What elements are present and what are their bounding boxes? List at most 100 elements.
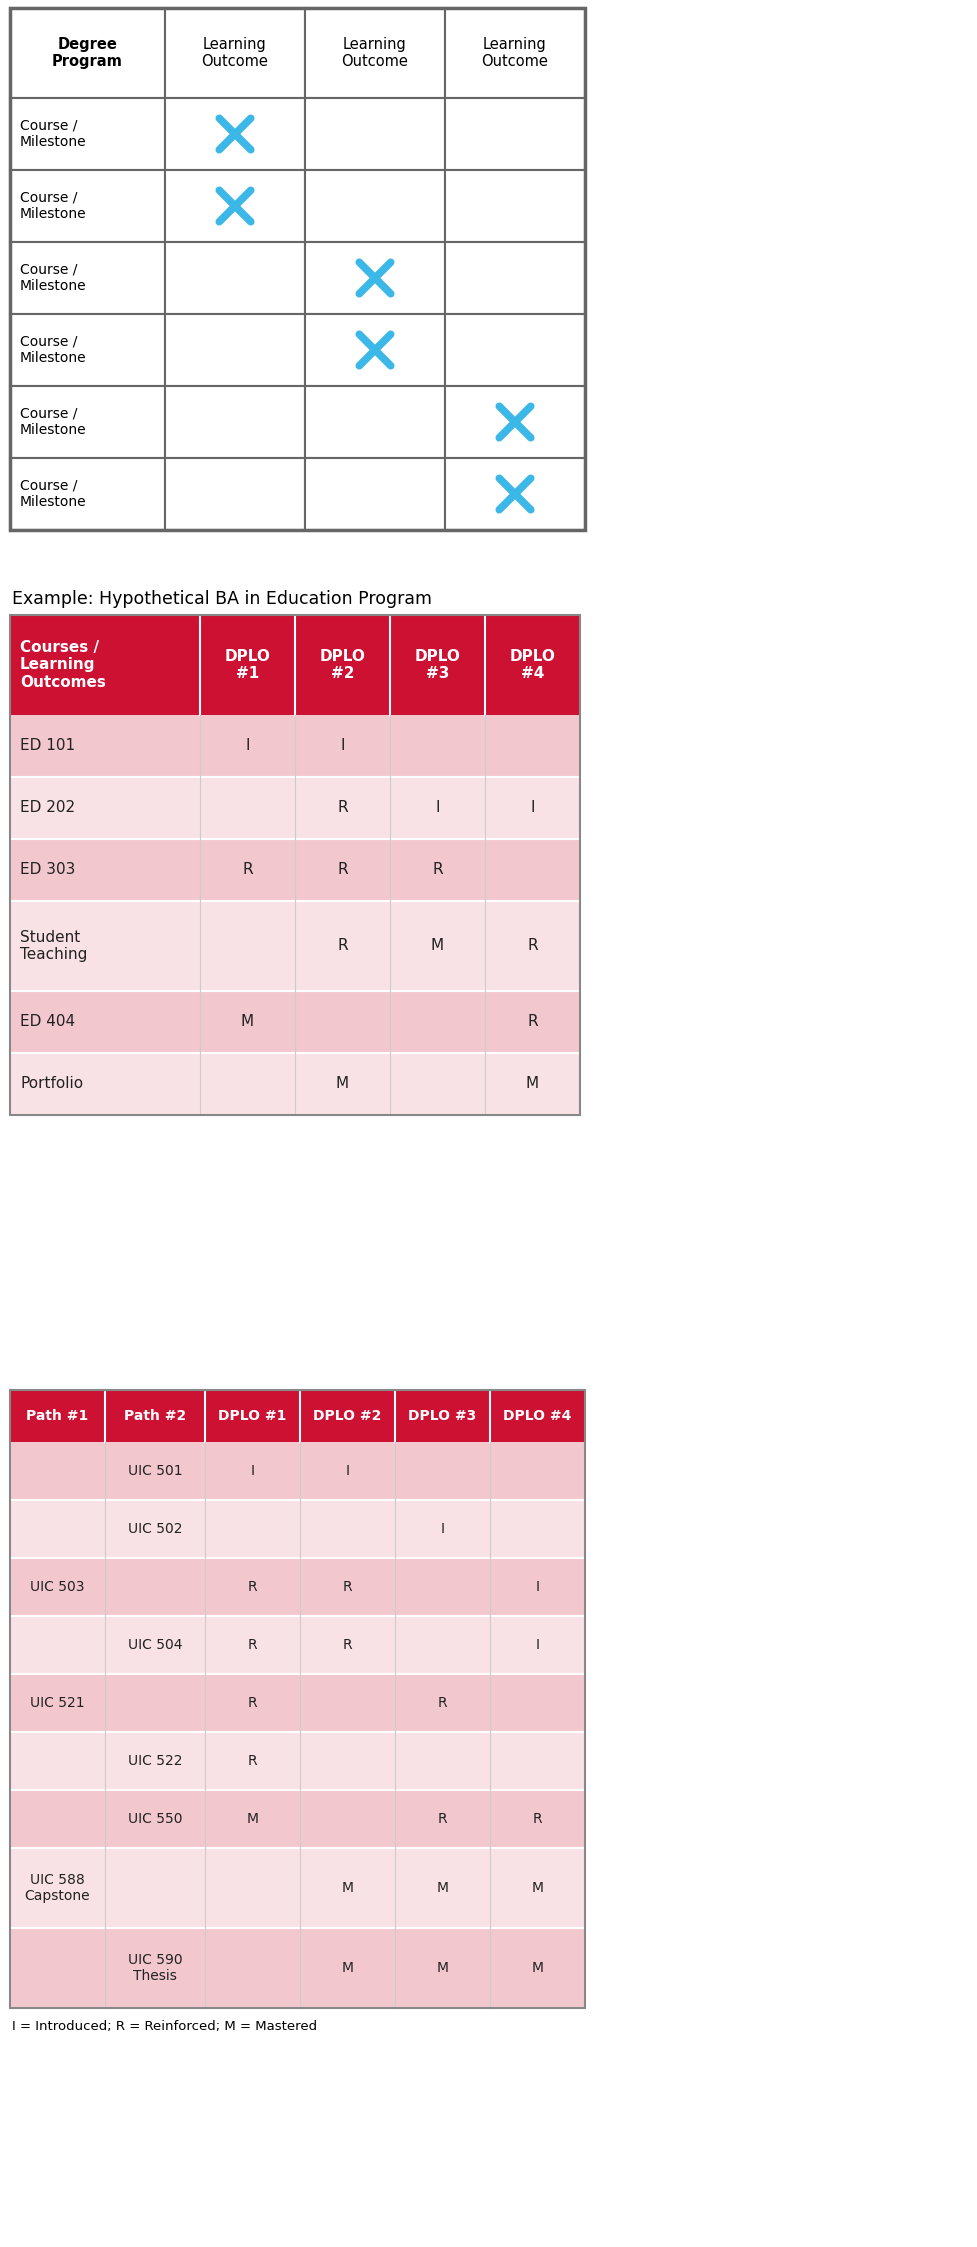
Bar — [10, 99, 165, 171]
Bar — [10, 777, 579, 838]
Text: UIC 588
Capstone: UIC 588 Capstone — [24, 1874, 90, 1903]
Text: Path #2: Path #2 — [124, 1409, 186, 1422]
Text: M: M — [246, 1811, 258, 1827]
Bar — [10, 838, 579, 901]
Bar — [10, 1616, 584, 1674]
Text: I: I — [340, 739, 345, 753]
Text: DPLO #2: DPLO #2 — [313, 1409, 381, 1422]
Text: I: I — [245, 739, 249, 753]
Text: Degree
Program: Degree Program — [52, 36, 123, 70]
Bar — [165, 458, 305, 530]
Text: M: M — [436, 1962, 448, 1975]
Text: R: R — [247, 1696, 257, 1710]
Text: R: R — [247, 1638, 257, 1652]
Bar — [445, 315, 584, 386]
Bar — [445, 458, 584, 530]
Text: UIC 590
Thesis: UIC 590 Thesis — [128, 1953, 182, 1984]
Text: DPLO
#1: DPLO #1 — [225, 649, 271, 681]
Text: Course /
Milestone: Course / Milestone — [20, 119, 87, 148]
Text: R: R — [342, 1638, 352, 1652]
Text: Course /
Milestone: Course / Milestone — [20, 335, 87, 364]
Bar — [10, 991, 579, 1054]
Bar — [305, 9, 445, 99]
Text: I: I — [535, 1580, 539, 1593]
Text: Example: Hypothetical BA in Education Program: Example: Hypothetical BA in Education Pr… — [12, 591, 432, 609]
Bar — [165, 171, 305, 243]
Text: DPLO
#2: DPLO #2 — [319, 649, 365, 681]
Bar — [10, 1732, 584, 1791]
Bar — [445, 99, 584, 171]
Text: R: R — [342, 1580, 352, 1593]
Text: R: R — [337, 863, 348, 879]
Text: DPLO #4: DPLO #4 — [503, 1409, 572, 1422]
Text: UIC 504: UIC 504 — [128, 1638, 182, 1652]
Bar — [10, 1557, 584, 1616]
Text: Course /
Milestone: Course / Milestone — [20, 191, 87, 220]
Bar — [10, 386, 165, 458]
Text: M: M — [341, 1962, 353, 1975]
Bar — [10, 1443, 584, 1501]
Text: R: R — [527, 1013, 537, 1029]
Bar — [10, 9, 165, 99]
Text: UIC 521: UIC 521 — [30, 1696, 85, 1710]
Bar — [165, 315, 305, 386]
Bar — [445, 243, 584, 315]
Text: R: R — [247, 1580, 257, 1593]
Bar — [305, 243, 445, 315]
Text: M: M — [335, 1076, 349, 1092]
Bar — [10, 1847, 584, 1928]
Text: ED 101: ED 101 — [20, 739, 75, 753]
Text: M: M — [431, 939, 444, 953]
Bar — [10, 1391, 584, 1443]
Bar — [10, 171, 165, 243]
Bar — [10, 1791, 584, 1847]
Text: R: R — [337, 800, 348, 816]
Text: Student
Teaching: Student Teaching — [20, 930, 87, 962]
Bar — [10, 1674, 584, 1732]
Text: UIC 502: UIC 502 — [128, 1521, 182, 1537]
Text: R: R — [242, 863, 252, 879]
Bar — [445, 171, 584, 243]
Text: R: R — [532, 1811, 542, 1827]
Text: UIC 501: UIC 501 — [128, 1465, 182, 1479]
Bar — [10, 1501, 584, 1557]
Text: DPLO #3: DPLO #3 — [408, 1409, 476, 1422]
Text: Path #1: Path #1 — [26, 1409, 89, 1422]
Bar — [10, 1928, 584, 2009]
Text: Learning
Outcome: Learning Outcome — [481, 36, 548, 70]
Text: M: M — [341, 1881, 353, 1894]
Bar — [445, 386, 584, 458]
Bar — [305, 386, 445, 458]
Text: ED 202: ED 202 — [20, 800, 75, 816]
Bar — [305, 458, 445, 530]
Bar — [165, 243, 305, 315]
Bar — [10, 1054, 579, 1115]
Text: M: M — [531, 1962, 543, 1975]
Text: ED 303: ED 303 — [20, 863, 75, 879]
Text: R: R — [438, 1696, 446, 1710]
Text: Course /
Milestone: Course / Milestone — [20, 479, 87, 510]
Text: I = Introduced; R = Reinforced; M = Mastered: I = Introduced; R = Reinforced; M = Mast… — [12, 2020, 317, 2034]
Bar — [445, 9, 584, 99]
Text: M: M — [531, 1881, 543, 1894]
Text: DPLO
#3: DPLO #3 — [414, 649, 460, 681]
Text: I: I — [435, 800, 440, 816]
Text: R: R — [527, 939, 537, 953]
Text: DPLO
#4: DPLO #4 — [509, 649, 555, 681]
Text: I: I — [535, 1638, 539, 1652]
Bar — [305, 315, 445, 386]
Text: M: M — [526, 1076, 538, 1092]
Bar — [10, 1391, 584, 2009]
Bar — [305, 99, 445, 171]
Text: Courses /
Learning
Outcomes: Courses / Learning Outcomes — [20, 640, 106, 690]
Bar — [10, 901, 579, 991]
Text: UIC 550: UIC 550 — [128, 1811, 182, 1827]
Text: I: I — [250, 1465, 254, 1479]
Bar — [10, 9, 584, 530]
Text: ED 404: ED 404 — [20, 1013, 75, 1029]
Text: M: M — [436, 1881, 448, 1894]
Text: I: I — [345, 1465, 349, 1479]
Text: Learning
Outcome: Learning Outcome — [341, 36, 408, 70]
Text: I: I — [440, 1521, 444, 1537]
Bar — [165, 386, 305, 458]
